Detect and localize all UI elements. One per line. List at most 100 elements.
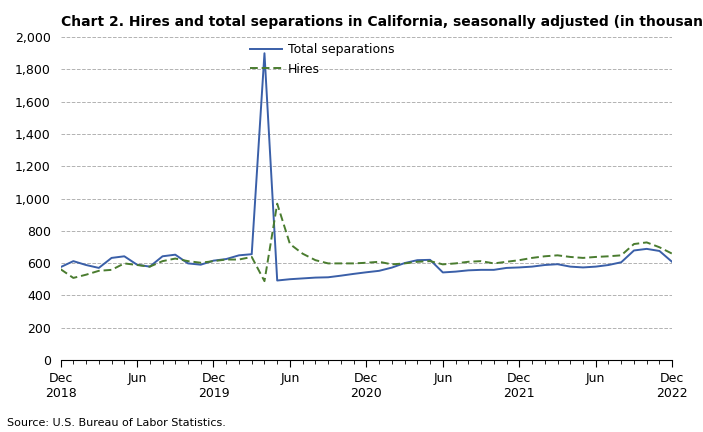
Text: Chart 2. Hires and total separations in California, seasonally adjusted (in thou: Chart 2. Hires and total separations in …	[60, 15, 703, 29]
Hires	[668, 251, 676, 256]
Hires	[401, 261, 409, 266]
Hires	[158, 258, 167, 264]
Hires	[630, 241, 638, 247]
Total separations	[387, 265, 396, 270]
Total separations	[260, 51, 269, 56]
Total separations	[311, 275, 320, 280]
Hires	[324, 261, 333, 266]
Total separations	[273, 278, 281, 283]
Hires	[553, 253, 562, 258]
Hires	[299, 251, 307, 256]
Hires	[655, 245, 664, 250]
Hires	[82, 272, 90, 277]
Total separations	[655, 248, 664, 254]
Total separations	[668, 259, 676, 264]
Hires	[579, 255, 587, 260]
Total separations	[464, 268, 472, 273]
Hires	[285, 241, 294, 247]
Hires	[171, 256, 179, 261]
Hires	[69, 275, 77, 280]
Hires	[108, 267, 116, 273]
Hires	[566, 254, 574, 260]
Total separations	[617, 260, 626, 265]
Total separations	[235, 253, 243, 258]
Total separations	[362, 270, 370, 275]
Total separations	[515, 265, 524, 270]
Hires	[451, 261, 460, 266]
Total separations	[299, 276, 307, 281]
Total separations	[605, 262, 613, 267]
Total separations	[171, 252, 179, 257]
Hires	[617, 253, 626, 258]
Total separations	[120, 254, 129, 259]
Total separations	[489, 267, 498, 273]
Hires	[489, 261, 498, 266]
Total separations	[183, 261, 192, 266]
Hires	[528, 255, 536, 260]
Total separations	[349, 271, 358, 276]
Total separations	[643, 246, 651, 251]
Total separations	[541, 262, 549, 267]
Text: Source: U.S. Bureau of Labor Statistics.: Source: U.S. Bureau of Labor Statistics.	[7, 418, 226, 428]
Hires	[273, 201, 281, 206]
Hires	[362, 260, 370, 265]
Hires	[413, 259, 422, 264]
Hires	[541, 254, 549, 259]
Hires	[337, 261, 345, 266]
Hires	[183, 258, 192, 264]
Hires	[56, 267, 65, 272]
Hires	[120, 261, 129, 266]
Total separations	[451, 269, 460, 274]
Total separations	[222, 257, 231, 262]
Total separations	[146, 264, 154, 269]
Line: Hires: Hires	[60, 203, 672, 281]
Hires	[95, 268, 103, 273]
Total separations	[324, 275, 333, 280]
Legend: Total separations, Hires: Total separations, Hires	[250, 43, 394, 76]
Total separations	[69, 258, 77, 264]
Total separations	[528, 264, 536, 269]
Total separations	[375, 268, 383, 273]
Total separations	[477, 267, 485, 273]
Hires	[311, 257, 320, 263]
Hires	[247, 254, 256, 260]
Hires	[222, 257, 231, 262]
Total separations	[426, 257, 434, 262]
Hires	[439, 262, 447, 267]
Total separations	[630, 248, 638, 253]
Hires	[477, 258, 485, 264]
Total separations	[413, 257, 422, 263]
Hires	[260, 279, 269, 284]
Total separations	[553, 262, 562, 267]
Hires	[515, 257, 524, 263]
Total separations	[285, 276, 294, 282]
Hires	[643, 240, 651, 245]
Line: Total separations: Total separations	[60, 53, 672, 280]
Hires	[133, 262, 141, 267]
Hires	[464, 259, 472, 264]
Total separations	[197, 262, 205, 267]
Total separations	[82, 262, 90, 267]
Total separations	[209, 258, 218, 263]
Hires	[591, 254, 600, 260]
Total separations	[95, 265, 103, 270]
Hires	[349, 261, 358, 266]
Hires	[426, 258, 434, 264]
Total separations	[133, 262, 141, 267]
Hires	[375, 259, 383, 264]
Total separations	[591, 264, 600, 269]
Total separations	[579, 265, 587, 270]
Hires	[146, 264, 154, 269]
Hires	[209, 258, 218, 264]
Hires	[605, 254, 613, 259]
Total separations	[503, 265, 511, 270]
Total separations	[247, 251, 256, 257]
Total separations	[158, 254, 167, 259]
Total separations	[566, 264, 574, 269]
Total separations	[56, 264, 65, 270]
Hires	[503, 259, 511, 264]
Total separations	[401, 260, 409, 266]
Hires	[197, 260, 205, 265]
Total separations	[337, 273, 345, 278]
Hires	[387, 262, 396, 267]
